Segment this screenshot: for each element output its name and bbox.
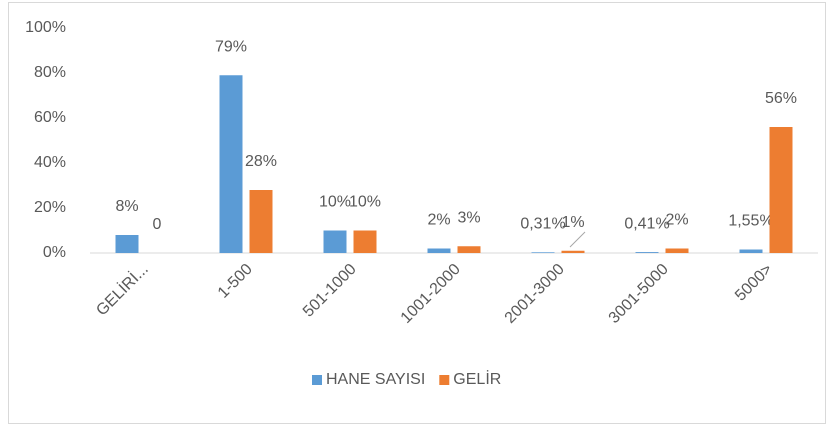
bar [531, 252, 555, 253]
legend-label: GELİR [453, 369, 501, 388]
leader-line [569, 231, 586, 248]
value-label: 1,55% [728, 213, 773, 230]
bar [561, 250, 585, 253]
y-tick-label: 80% [34, 64, 66, 81]
legend-swatch [439, 375, 450, 385]
value-label: 8% [115, 198, 138, 215]
value-label: 2% [427, 212, 450, 229]
bar [115, 235, 139, 253]
y-tick-label: 20% [34, 199, 66, 216]
bar [353, 230, 377, 253]
bar [457, 246, 481, 253]
bar [427, 248, 451, 253]
value-label: 56% [765, 90, 797, 107]
bar [665, 248, 689, 253]
value-label: 10% [319, 194, 351, 211]
value-label: 28% [245, 153, 277, 170]
y-tick-label: 60% [34, 109, 66, 126]
value-label: 2% [665, 212, 688, 229]
bar [219, 75, 243, 253]
value-label: 0,41% [624, 215, 669, 232]
value-label: 3% [457, 209, 480, 226]
legend-swatch [312, 375, 322, 385]
y-tick-label: 100% [25, 19, 66, 36]
value-label: 1% [561, 214, 584, 231]
bar [635, 252, 659, 253]
bar [769, 127, 793, 253]
y-tick-label: 40% [34, 154, 66, 171]
bar [249, 190, 273, 253]
y-tick-label: 0% [43, 244, 66, 261]
value-label: 10% [349, 194, 381, 211]
bar [739, 249, 763, 253]
value-label: 79% [215, 38, 247, 55]
bar [323, 230, 347, 253]
legend-label: HANE SAYISI [326, 371, 425, 388]
value-label: 0 [153, 216, 162, 233]
chart-border [8, 2, 826, 424]
value-label: 0,31% [520, 216, 565, 233]
